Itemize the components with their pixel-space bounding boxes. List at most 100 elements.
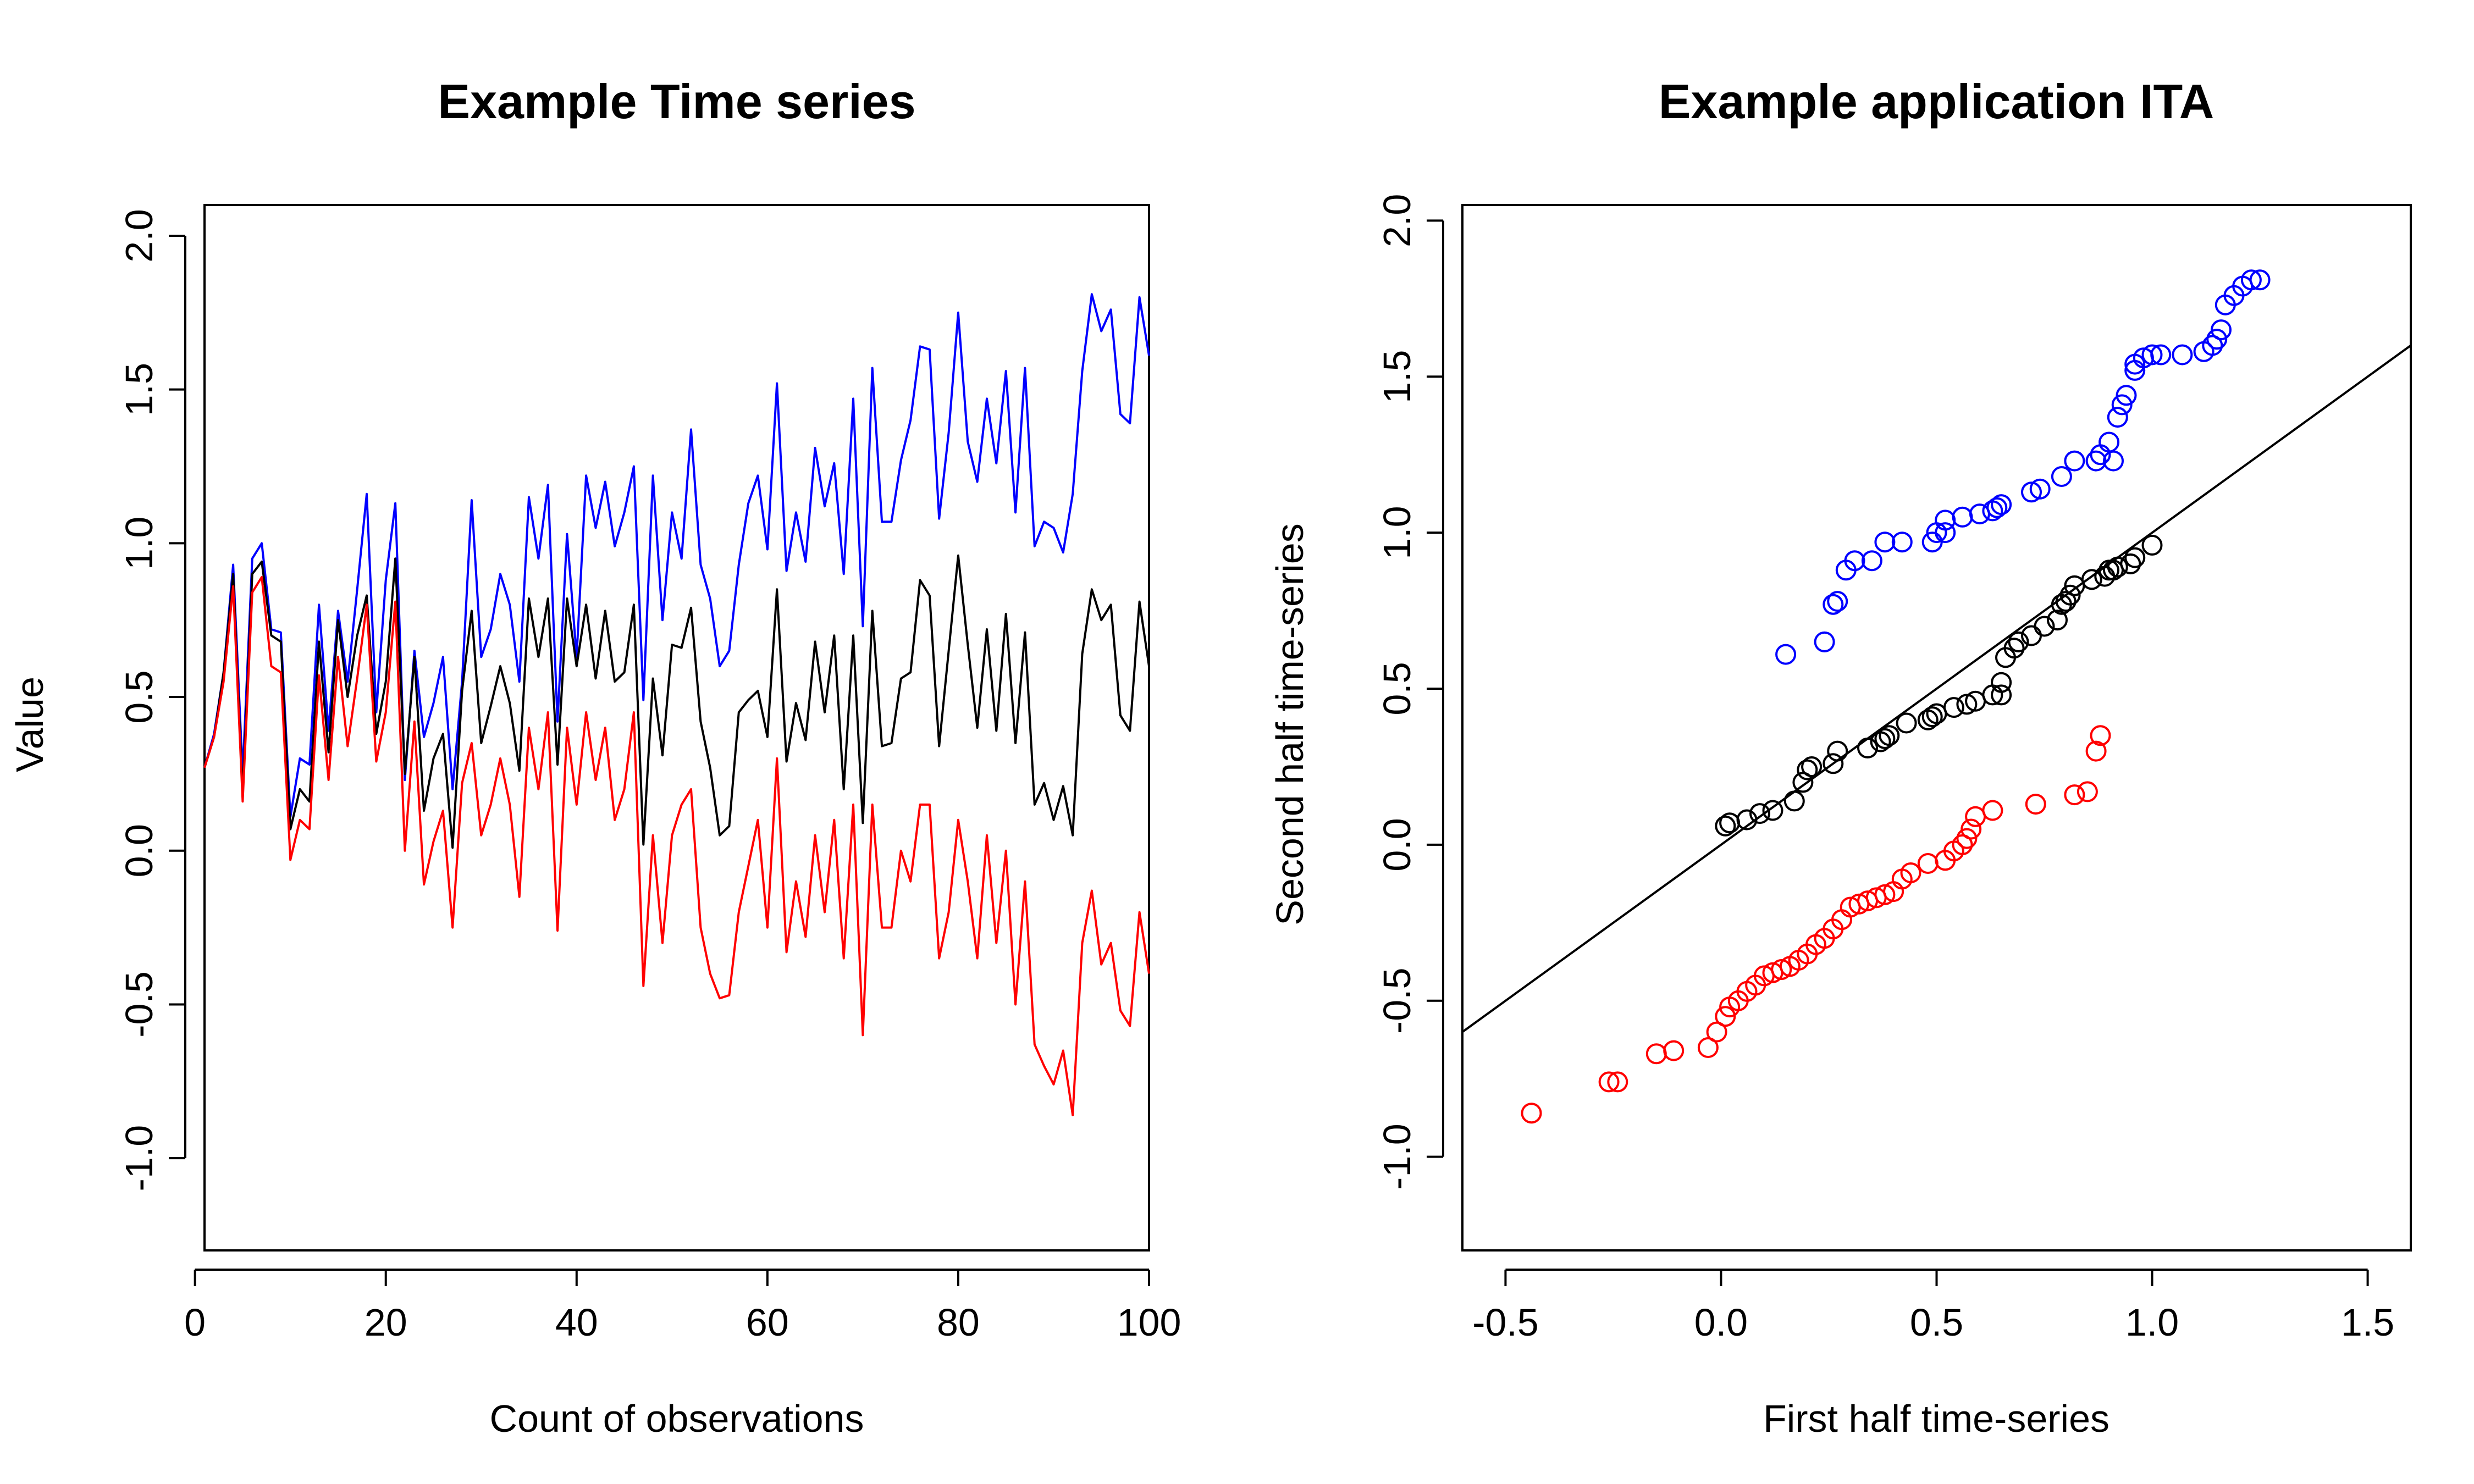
- scatter-point-0: [2085, 450, 2107, 472]
- scatter-point-0: [1814, 631, 1835, 652]
- y-tick-label: -0.5: [1376, 967, 1418, 1034]
- scatter-point-0: [2141, 344, 2163, 366]
- scatter-point-1: [1874, 728, 1896, 749]
- scatter-point-1: [1921, 706, 1943, 728]
- y-tick-label: 0.0: [118, 824, 161, 877]
- series-line-0: [203, 293, 1150, 818]
- x-tick-label: -0.5: [1472, 1301, 1539, 1344]
- scatter-point-0: [2021, 481, 2042, 503]
- scatter-point-0: [2103, 450, 2124, 472]
- x-tick-label: 60: [746, 1301, 789, 1344]
- scatter-point-2: [1961, 818, 1982, 840]
- scatter-point-1: [1719, 812, 1741, 834]
- scatter-point-1: [2107, 556, 2128, 578]
- scatter-point-2: [1965, 806, 1986, 827]
- y-tick-label: 1.5: [118, 363, 161, 416]
- scatter-point-2: [1607, 1071, 1628, 1093]
- scatter-point-0: [1827, 591, 1848, 612]
- scatter-point-2: [2085, 740, 2107, 762]
- scatter-point-1: [1991, 684, 2012, 706]
- ita-panel: Example application ITA First half time-…: [1268, 74, 2412, 1440]
- scatter-point-0: [1874, 531, 1896, 553]
- y-tick-label: -1.0: [118, 1125, 161, 1192]
- y-axis-title: Value: [8, 677, 51, 772]
- scatter-point-1: [1801, 756, 1823, 777]
- scatter-points: [1462, 269, 2411, 1124]
- y-axis-title: Second half time-series: [1268, 523, 1311, 925]
- scatter-point-2: [1645, 1043, 1667, 1065]
- scatter-point-2: [1952, 834, 1973, 855]
- chart-title: Example Time series: [438, 74, 915, 129]
- x-tick-label: 20: [365, 1301, 407, 1344]
- scatter-point-0: [2211, 319, 2232, 341]
- scatter-point-2: [2025, 794, 2046, 815]
- scatter-point-2: [1697, 1037, 1719, 1058]
- x-tick-label: 100: [1117, 1301, 1181, 1344]
- y-tick-label: 0.5: [1376, 662, 1418, 715]
- scatter-point-1: [2120, 553, 2141, 574]
- scatter-point-1: [1956, 694, 1978, 715]
- scatter-point-0: [2172, 344, 2193, 366]
- scatter-point-2: [1521, 1103, 1542, 1124]
- scatter-point-0: [2111, 394, 2133, 416]
- scatter-point-0: [1823, 594, 1844, 615]
- scatter-point-1: [1823, 753, 1844, 774]
- scatter-point-1: [1797, 759, 1818, 780]
- x-tick-label: 0.0: [1694, 1301, 1748, 1344]
- scatter-point-0: [2150, 344, 2172, 366]
- series-line-1: [203, 554, 1150, 849]
- scatter-point-0: [2249, 269, 2271, 291]
- scatter-point-1: [2141, 534, 2163, 556]
- scatter-point-1: [1857, 737, 1878, 758]
- scatter-point-0: [2206, 329, 2228, 350]
- scatter-point-2: [1956, 828, 1978, 849]
- scatter-point-1: [1783, 790, 1805, 812]
- plot-frame: [1461, 204, 2412, 1252]
- scatter-point-0: [1775, 644, 1797, 665]
- axes: -0.5 0.0 0.5 1.0 1.5 -1.0 -0.5 0.0 0.5 1.0 1.5 2.0: [1376, 194, 2394, 1344]
- scatter-point-0: [1861, 550, 1882, 572]
- scatter-point-0: [1969, 503, 1990, 525]
- scatter-point-1: [1879, 725, 1900, 746]
- y-tick-label: -0.5: [118, 971, 161, 1038]
- scatter-point-1: [1827, 740, 1848, 762]
- scatter-point-1: [1896, 712, 1917, 734]
- scatter-point-1: [2003, 638, 2025, 659]
- plot-frame: [203, 204, 1150, 1252]
- scatter-point-1: [1715, 815, 1736, 837]
- series-line-2: [203, 575, 1150, 1116]
- scatter-point-0: [2116, 385, 2137, 406]
- scatter-point-2: [2064, 784, 2085, 806]
- scatter-point-2: [1706, 1021, 1727, 1043]
- scatter-point-0: [1986, 497, 2008, 518]
- scatter-point-1: [1792, 772, 1814, 793]
- scatter-point-2: [1917, 853, 1939, 874]
- series-lines: [203, 293, 1150, 1116]
- y-tick-label: 2.0: [118, 209, 161, 262]
- x-tick-label: 1.5: [2341, 1301, 2394, 1344]
- scatter-point-0: [2064, 450, 2085, 472]
- scatter-point-0: [1844, 550, 1865, 572]
- scatter-point-1: [2034, 616, 2055, 637]
- scatter-point-0: [2202, 335, 2223, 356]
- scatter-point-2: [1771, 959, 1792, 980]
- scatter-point-0: [1891, 531, 1913, 553]
- scatter-point-1: [1736, 809, 1758, 830]
- chart-title: Example application ITA: [1659, 74, 2215, 129]
- scatter-point-1: [2059, 584, 2081, 606]
- y-tick-label: 0.5: [118, 670, 161, 723]
- scatter-point-0: [2107, 407, 2128, 428]
- scatter-point-2: [1598, 1071, 1620, 1093]
- scatter-point-0: [2051, 466, 2072, 487]
- x-axis-title: Count of observations: [490, 1397, 864, 1440]
- scatter-point-1: [1943, 697, 1964, 718]
- scatter-point-2: [1900, 862, 1921, 883]
- scatter-point-0: [1952, 506, 1973, 528]
- scatter-point-2: [1982, 800, 2003, 821]
- y-tick-label: 1.0: [118, 517, 161, 570]
- x-tick-label: 0: [184, 1301, 206, 1344]
- reference-line: [1462, 344, 2411, 1033]
- y-tick-label: -1.0: [1376, 1123, 1418, 1190]
- x-tick-label: 80: [937, 1301, 980, 1344]
